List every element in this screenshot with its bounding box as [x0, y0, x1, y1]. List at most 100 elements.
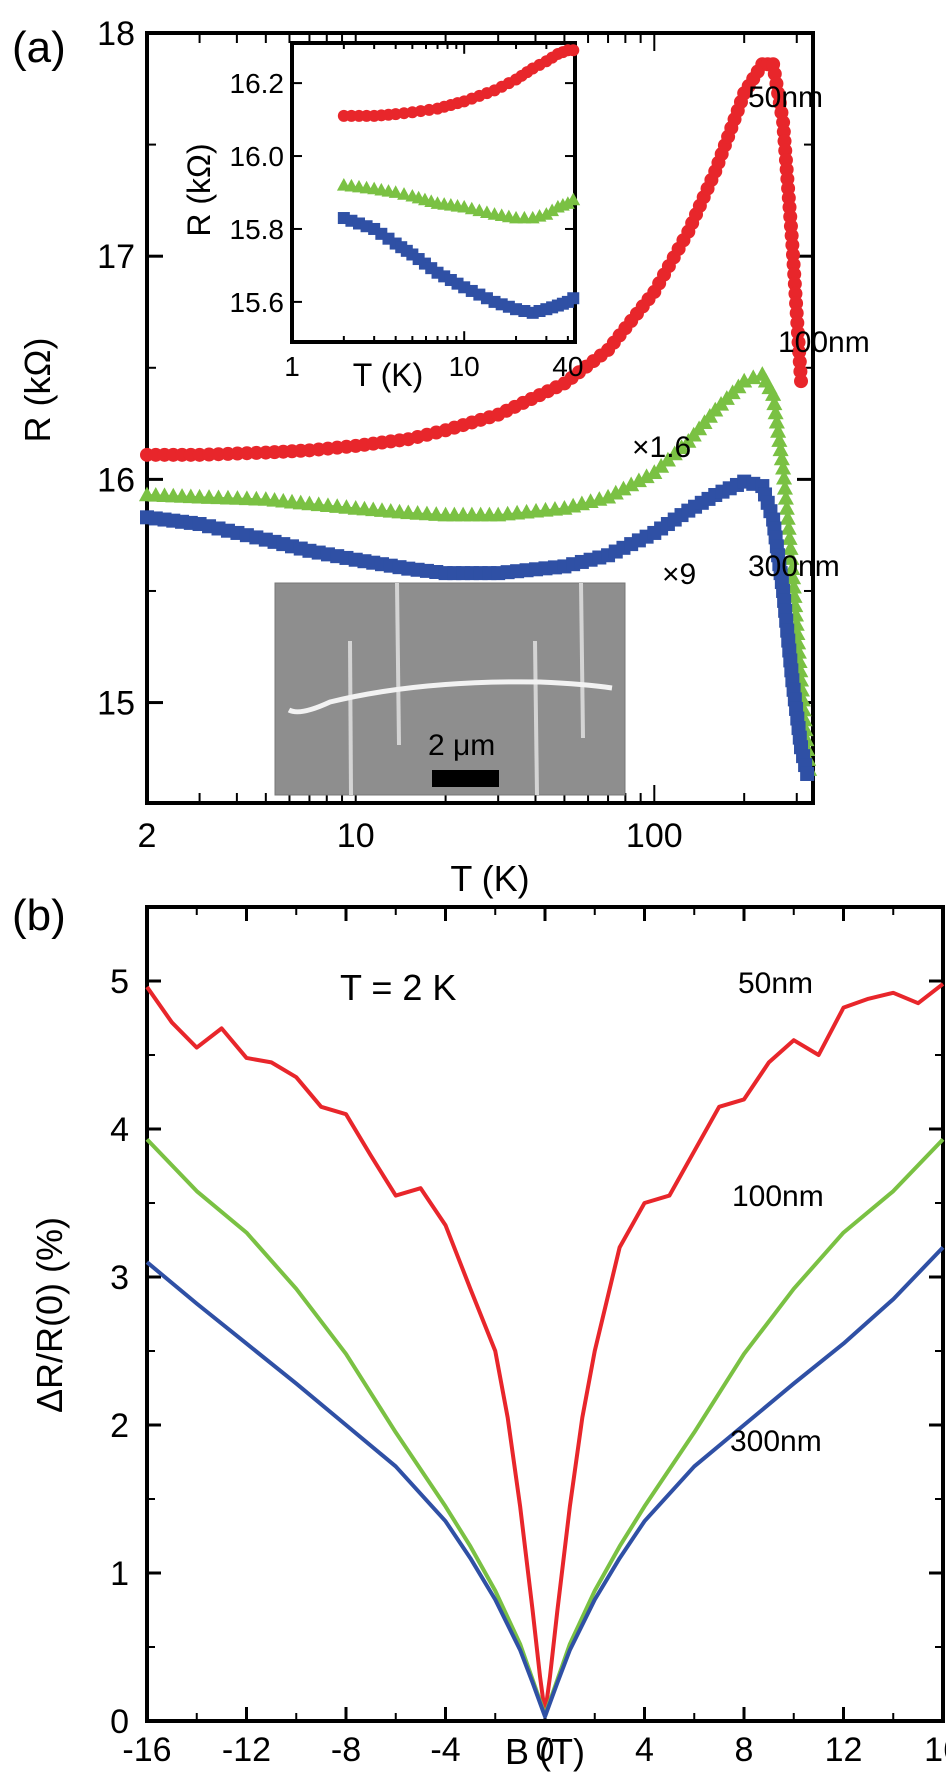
inset-x-tick-label: 10: [449, 351, 480, 382]
series-300nm: [140, 474, 815, 781]
x-tick-label: 0: [536, 1731, 555, 1769]
series-100nm-point: [600, 488, 617, 504]
inset-x-axis-label: T (K): [353, 357, 424, 393]
temperature-annotation: T = 2 K: [340, 967, 456, 1008]
series-label-100nm: 100nm: [778, 326, 870, 359]
y-tick-label: 5: [110, 963, 129, 1001]
y-tick-label: 18: [97, 15, 135, 53]
inset-series-100nm-point: [539, 207, 554, 220]
series-50nm-line: [145, 982, 945, 1716]
y-tick-label: 16: [97, 461, 135, 499]
series-100nm-point: [775, 459, 792, 475]
panel-b: (b) -16-12-8-40481216012345B (T)ΔR/R(0) …: [12, 891, 946, 1772]
series-100nm-point: [766, 395, 783, 411]
series-100nm-point: [630, 472, 647, 488]
sem-micrograph: 2 μm: [274, 582, 626, 796]
sem-electrode: [533, 640, 539, 796]
series-label-300nm: 300nm: [730, 1425, 822, 1458]
y-tick-label: 4: [110, 1111, 129, 1149]
series-100nm-point: [615, 480, 632, 496]
series-100nm-point: [777, 489, 794, 505]
y-axis-label: ΔR/R(0) (%): [29, 1217, 70, 1413]
series-100nm-point: [772, 441, 789, 457]
scale-factor-100nm: ×1.6: [632, 431, 691, 464]
series-100nm-point: [782, 540, 799, 555]
inset-series-300nm-point: [406, 248, 419, 261]
main-plot-a: 15 16 17 18 2 10 100 T (K) R (kΩ) 50nm 100nm ×1.6 30…: [17, 15, 870, 899]
inset-y-tick-label: 16.2: [230, 68, 285, 99]
inset-series-100nm-point: [397, 187, 411, 200]
x-axis-label: T (K): [450, 858, 529, 899]
sem-electrode: [579, 582, 585, 739]
inset-y-tick-label: 15.6: [230, 287, 285, 318]
y-tick-label: 0: [110, 1703, 129, 1741]
series-100nm: [138, 366, 818, 776]
inset-x-tick-label: 40: [552, 351, 583, 382]
series-100nm-point: [770, 422, 787, 438]
series-label-100nm: 100nm: [732, 1180, 824, 1213]
x-tick-label: 100: [626, 817, 683, 855]
series-100nm-line: [145, 1137, 945, 1718]
x-tick-label: 10: [337, 817, 375, 855]
sem-electrode: [395, 582, 401, 746]
scale-bar-label: 2 μm: [428, 729, 495, 762]
panel-a-label: (a): [12, 23, 66, 72]
x-tick-label: 2: [138, 817, 157, 855]
x-tick-label: -8: [331, 1731, 361, 1769]
sem-background: [275, 583, 625, 795]
series-50nm-point: [794, 374, 809, 389]
series-label-50nm: 50nm: [738, 967, 813, 1000]
series-50nm: [140, 57, 809, 462]
x-tick-label: 16: [924, 1731, 946, 1769]
series-label-50nm: 50nm: [748, 81, 823, 114]
x-axis-label: B (T): [505, 1731, 585, 1772]
inset-y-tick-label: 15.8: [230, 214, 285, 245]
inset-series-300nm-point: [412, 253, 425, 266]
inset-series-300nm-point: [502, 300, 515, 313]
series-100nm-point: [784, 560, 801, 575]
series-300nm-point: [800, 766, 815, 781]
x-tick-label: -12: [222, 1731, 271, 1769]
y-tick-label: 17: [97, 238, 135, 276]
series-300nm-line: [145, 1246, 945, 1719]
series-100nm-point: [775, 469, 793, 485]
inset-series-100nm-point: [566, 192, 581, 206]
series-100nm-point: [607, 484, 624, 500]
series-100nm-point: [785, 569, 802, 585]
y-tick-label: 1: [110, 1555, 129, 1593]
y-tick-label: 2: [110, 1407, 129, 1445]
main-plot-b: -16-12-8-40481216012345B (T)ΔR/R(0) (%)T…: [29, 905, 946, 1772]
inset-plot-a: 15.6 15.8 16.0 16.2 1 10 40 T (K) R (kΩ): [181, 41, 583, 393]
inset-series-100nm-point: [545, 203, 560, 217]
series-100nm-point: [779, 510, 796, 525]
series-100nm-point: [781, 530, 798, 545]
inset-series-50nm-point: [567, 44, 580, 57]
series-100nm-point: [765, 386, 782, 401]
inset-y-tick-label: 16.0: [230, 141, 285, 172]
panel-b-label: (b): [12, 891, 66, 940]
sem-electrode: [348, 640, 353, 796]
series-100nm-point: [767, 404, 784, 420]
series-100nm-point: [638, 468, 655, 484]
inset-frame: [290, 41, 577, 344]
inset-y-axis-label: R (kΩ): [181, 143, 217, 236]
plot-frame: [145, 31, 815, 805]
series-100nm-point: [771, 432, 788, 447]
panel-a: (a) 15 16 17 18 2 10 100 T (K) R (kΩ) 50nm 100nm ×1…: [12, 15, 870, 899]
y-tick-label: 3: [110, 1259, 129, 1297]
inset-series-100nm-point: [388, 185, 403, 198]
inset-series-50nm: [337, 44, 580, 122]
inset-x-tick-label: 1: [284, 351, 300, 382]
x-tick-label: -4: [430, 1731, 460, 1769]
y-tick-label: 15: [97, 685, 135, 723]
sem-nanowire: [287, 679, 613, 715]
series-100nm-point: [778, 499, 795, 515]
x-tick-label: 8: [735, 1731, 754, 1769]
series-100nm-point: [783, 550, 800, 565]
inset-background: [292, 43, 575, 342]
scale-factor-300nm: ×9: [662, 558, 696, 591]
plot-frame: [145, 905, 945, 1723]
series-label-300nm: 300nm: [748, 550, 840, 583]
x-tick-label: 4: [635, 1731, 654, 1769]
